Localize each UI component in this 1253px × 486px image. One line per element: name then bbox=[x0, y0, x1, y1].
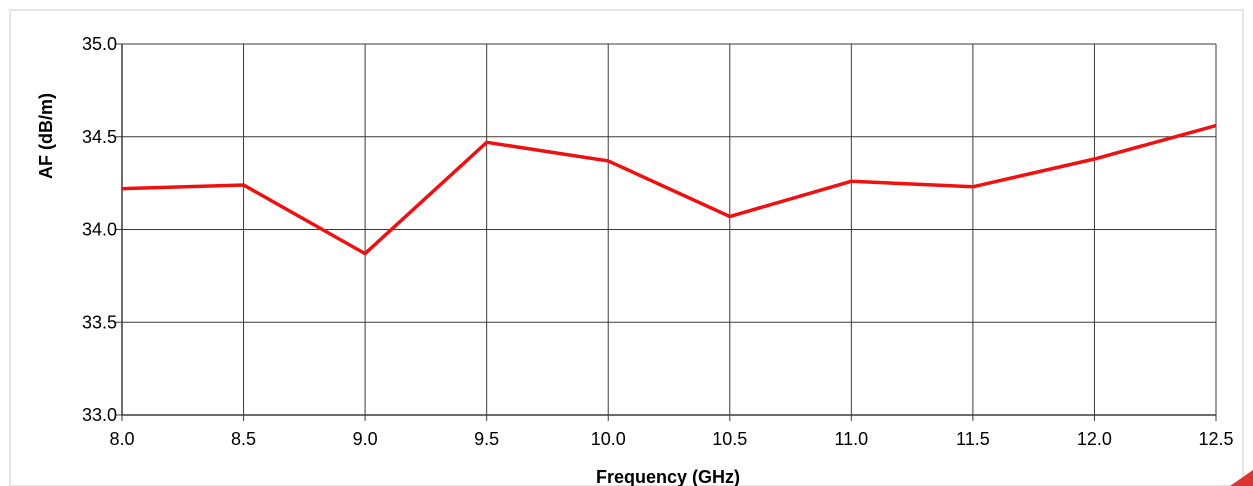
series-line bbox=[121, 123, 1217, 256]
x-tick-label: 8.5 bbox=[231, 429, 256, 449]
x-tick-label: 8.0 bbox=[109, 429, 134, 449]
series-layer bbox=[121, 123, 1217, 256]
y-tick-label: 33.5 bbox=[82, 312, 117, 332]
axes-layer bbox=[116, 43, 1217, 421]
y-tick-label: 35.0 bbox=[82, 34, 117, 54]
x-tick-label: 10.5 bbox=[712, 429, 747, 449]
x-axis-title: Frequency (GHz) bbox=[596, 467, 740, 486]
grid-layer bbox=[121, 43, 1217, 416]
y-tick-label: 33.0 bbox=[82, 405, 117, 425]
y-tick-label: 34.5 bbox=[82, 127, 117, 147]
y-tick-label: 34.0 bbox=[82, 220, 117, 240]
outer-frame bbox=[9, 9, 1244, 486]
x-tick-label: 11.0 bbox=[834, 429, 868, 449]
x-tick-label: 10.0 bbox=[591, 429, 626, 449]
x-tick-label: 12.5 bbox=[1198, 429, 1233, 449]
corner-accent-mark bbox=[1230, 470, 1253, 486]
x-tick-label: 9.5 bbox=[474, 429, 499, 449]
x-tick-label: 12.0 bbox=[1077, 429, 1112, 449]
tick-labels-layer: 33.0 33.5 34.0 34.5 35.0 8.0 8.5 9.0 9.5 10.0 10.5… bbox=[82, 34, 1234, 449]
x-tick-label: 11.5 bbox=[956, 429, 990, 449]
y-axis-title: AF (dB/m) bbox=[36, 93, 56, 179]
x-tick-label: 9.0 bbox=[353, 429, 378, 449]
